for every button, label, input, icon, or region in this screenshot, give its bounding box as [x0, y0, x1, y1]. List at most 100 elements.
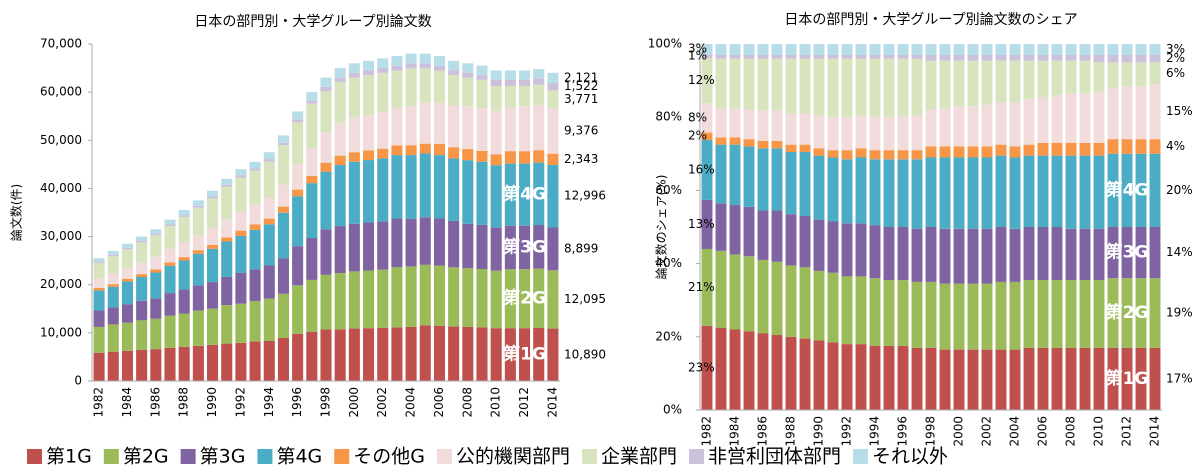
bar-segment [785, 151, 797, 215]
bar-segment [377, 221, 389, 270]
y-tick-label: 0 [74, 374, 82, 388]
bar-segment [897, 44, 909, 55]
value-label: 3% [1166, 42, 1185, 56]
legend-swatch [103, 449, 119, 464]
bar-segment [855, 344, 867, 410]
bar-segment [729, 44, 741, 55]
bar-segment [1093, 155, 1105, 229]
bar-segment [827, 54, 839, 59]
bar-segment [911, 150, 923, 160]
bar-segment [462, 223, 474, 269]
bar-segment [348, 152, 360, 162]
x-tick-label: 1994 [262, 387, 276, 418]
bar-segment [869, 150, 881, 160]
x-tick-label: 2012 [1120, 416, 1134, 447]
bar-segment [121, 278, 133, 282]
bar-segment [221, 276, 233, 306]
bar-segment [391, 327, 403, 381]
bar-segment [813, 148, 825, 156]
y-tick-label: 70,000 [40, 37, 82, 51]
bar-segment [1065, 54, 1077, 61]
x-tick-label: 2006 [1036, 416, 1050, 447]
bar-segment [743, 109, 755, 140]
legend-label: 第3G [200, 446, 246, 468]
bar-segment [391, 267, 403, 328]
bar-segment [701, 54, 713, 58]
bar-segment [911, 54, 923, 59]
bar-segment [263, 159, 275, 162]
bar-segment [1107, 87, 1119, 140]
legend-swatch [436, 449, 452, 464]
bar-segment [1149, 153, 1161, 227]
x-tick-label: 2006 [432, 387, 446, 418]
bar-segment [1121, 153, 1133, 227]
bar-segment [799, 151, 811, 217]
y-tick-label: 20% [655, 329, 682, 343]
bar-segment [235, 211, 247, 231]
legend-label: 公的機関部門 [456, 446, 570, 468]
bar-segment [883, 280, 895, 346]
value-label: 20% [1166, 183, 1193, 197]
bar-segment [405, 155, 417, 219]
bar-segment [1093, 228, 1105, 281]
bar-segment [292, 163, 304, 190]
bar-segment [1023, 60, 1035, 99]
bar-segment [1023, 280, 1035, 348]
bar-segment [547, 108, 559, 154]
bar-segment [107, 324, 119, 352]
bar-segment [729, 137, 741, 145]
bar-segment [462, 77, 474, 107]
bar-segment [953, 283, 965, 350]
bar-segment [813, 115, 825, 149]
bar-segment [519, 163, 531, 226]
bar-segment [729, 254, 741, 330]
bar-segment [235, 177, 247, 212]
bar-segment [799, 144, 811, 152]
legend-label: 第1G [46, 446, 92, 468]
bar-segment [813, 219, 825, 271]
bar-segment [547, 90, 559, 109]
bar-segment [121, 322, 133, 351]
bar-segment [292, 246, 304, 286]
bar-segment [93, 352, 105, 381]
bar-segment [799, 44, 811, 55]
y-tick-label: 20,000 [40, 277, 82, 291]
bar-segment [547, 153, 559, 165]
bar-segment [1149, 347, 1161, 410]
bar-segment [1065, 155, 1077, 229]
bar-segment [1093, 347, 1105, 410]
value-label: 13% [688, 217, 715, 231]
bar-segment [785, 113, 797, 145]
bar-segment [995, 349, 1007, 410]
bar-segment [1009, 146, 1021, 158]
bar-segment [785, 44, 797, 55]
bar-segment [476, 65, 488, 76]
bar-segment [136, 349, 148, 381]
bar-segment [150, 349, 162, 381]
bar-segment [277, 293, 289, 339]
legend-label: 第4G [276, 446, 322, 468]
legend-label: 第2G [123, 446, 169, 468]
bar-segment [925, 227, 937, 282]
bar-segment [107, 307, 119, 325]
bar-segment [757, 44, 769, 55]
bar-segment [192, 285, 204, 311]
bar-segment [178, 242, 190, 258]
bar-segment [334, 77, 346, 83]
bar-segment [785, 214, 797, 266]
bar-segment [715, 144, 727, 204]
bar-segment [1023, 44, 1035, 55]
bar-segment [715, 327, 727, 410]
bar-segment [221, 237, 233, 242]
series-annotation: 第3G [503, 236, 546, 257]
bar-segment [715, 58, 727, 109]
bar-segment [1065, 142, 1077, 156]
bar-segment [1037, 227, 1049, 281]
bar-segment [121, 350, 133, 381]
bar-segment [221, 305, 233, 344]
bar-segment [136, 242, 148, 263]
bar-segment [855, 115, 867, 149]
bar-segment [1135, 153, 1147, 227]
bar-segment [771, 109, 783, 141]
